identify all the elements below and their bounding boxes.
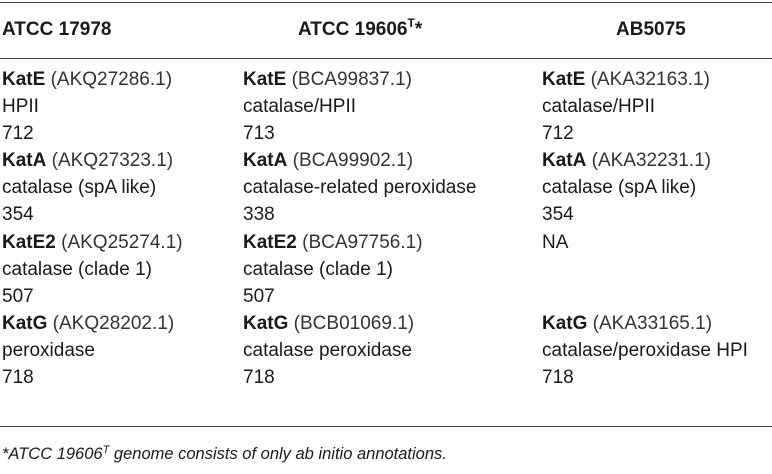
header-atcc-19606: ATCC 19606T* [298, 16, 423, 40]
table-cell-name: KatE2 (AKQ25274.1) [2, 231, 183, 253]
table-cell-desc: catalase/HPII [542, 96, 655, 118]
table-cell-empty [542, 256, 748, 283]
header-atcc-17978: ATCC 17978 [2, 19, 112, 40]
table-cell-name: KatG (AKQ28202.1) [2, 312, 175, 334]
table-cell-desc: catalase/peroxidase HPI [542, 339, 748, 361]
table-cell-length: 507 [2, 285, 34, 307]
table-cell-name: KatA (AKA32231.1) [542, 150, 711, 172]
table-cell-na: NA [542, 231, 569, 253]
table-cell-desc: HPII [2, 96, 39, 118]
table-footnote: *ATCC 19606T genome consists of only ab … [2, 444, 447, 464]
table-cell-name: KatG (BCB01069.1) [243, 312, 415, 334]
table-cell-length: 718 [2, 367, 34, 389]
table-cell-desc: catalase (clade 1) [2, 258, 152, 280]
table-cell-desc: peroxidase [2, 339, 95, 361]
table-cell-desc: catalase (spA like) [2, 177, 157, 199]
table-cell-desc: catalase (clade 1) [243, 258, 393, 280]
table-top-rule [0, 2, 772, 3]
table-cell-length: 354 [2, 204, 34, 226]
table-cell-name: KatA (BCA99902.1) [243, 150, 414, 172]
table-cell-length: 718 [243, 367, 275, 389]
table-cell-name: KatE2 (BCA97756.1) [243, 231, 423, 253]
table-cell-name: KatA (AKQ27323.1) [2, 150, 174, 172]
column-atcc-19606: KatE (BCA99837.1) catalase/HPII 713 KatA… [243, 66, 476, 391]
table-cell-desc: catalase-related peroxidase [243, 177, 477, 199]
table-header: ATCC 17978 ATCC 19606T* AB5075 [0, 2, 772, 58]
table-cell-name: KatE (AKQ27286.1) [2, 69, 173, 90]
table-bottom-rule [0, 426, 772, 427]
header-ab5075: AB5075 [616, 19, 686, 40]
table-cell-empty [542, 283, 748, 310]
column-ab5075: KatE (AKA32163.1) catalase/HPII 712 KatA… [542, 66, 748, 391]
table-cell-length: 338 [243, 204, 275, 226]
column-atcc-17978: KatE (AKQ27286.1) HPII 712 KatA (AKQ2732… [2, 66, 183, 391]
table-cell-length: 712 [2, 123, 34, 145]
table-cell-length: 354 [542, 204, 574, 226]
table-cell-length: 713 [243, 123, 275, 145]
table-cell-name: KatE (AKA32163.1) [542, 69, 710, 90]
table-header-rule [0, 58, 772, 59]
table-cell-desc: catalase/HPII [243, 96, 356, 118]
table-cell-desc: catalase (spA like) [542, 177, 697, 199]
table-cell-name: KatE (BCA99837.1) [243, 69, 412, 90]
table-cell-length: 712 [542, 123, 574, 145]
table-cell-desc: catalase peroxidase [243, 339, 412, 361]
table-cell-name: KatG (AKA33165.1) [542, 312, 713, 334]
table-cell-length: 718 [542, 367, 574, 389]
table-cell-length: 507 [243, 285, 275, 307]
